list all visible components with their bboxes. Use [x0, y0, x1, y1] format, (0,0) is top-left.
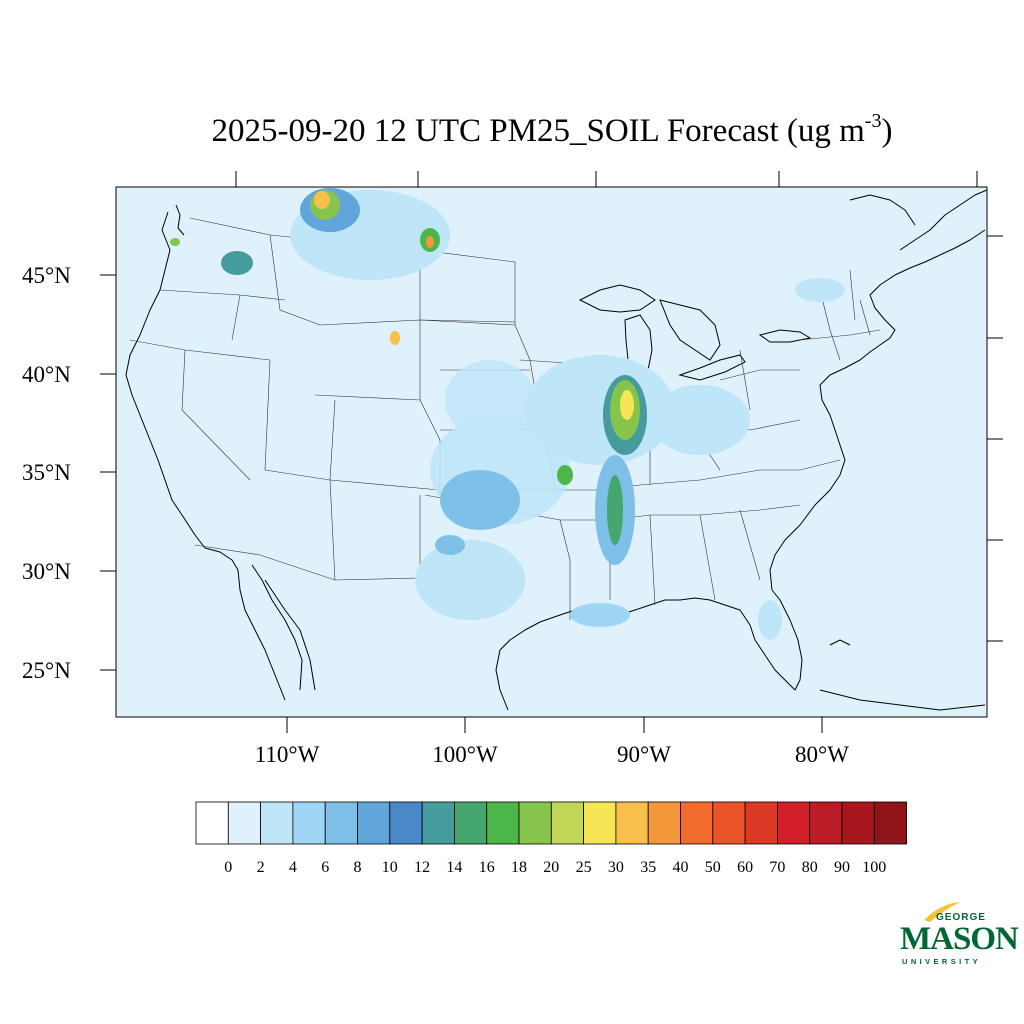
gmu-logo: GEORGE MASON UNIVERSITY	[896, 900, 1019, 970]
colorbar-label: 100	[862, 859, 886, 876]
colorbar-label: 8	[354, 859, 362, 876]
logo-swoosh-icon	[924, 902, 960, 922]
hotspot-south-texas	[435, 535, 465, 555]
right-ticks	[987, 235, 1003, 642]
map-frame	[115, 186, 988, 718]
colorbar-label: 30	[608, 859, 624, 876]
colorbar-label: 0	[224, 859, 232, 876]
hotspot-illinois-core	[620, 390, 634, 420]
colorbar-label: 50	[705, 859, 721, 876]
colorbar-box	[357, 801, 391, 845]
colorbar-box	[227, 801, 262, 845]
colorbar-box	[583, 801, 617, 845]
hotspot-gulf	[570, 603, 630, 627]
hotspot-kansas	[445, 360, 535, 440]
colorbar	[195, 801, 907, 845]
colorbar-box	[518, 801, 552, 845]
colorbar-box	[260, 801, 294, 845]
data-overlay	[170, 188, 845, 640]
lat-labels: 45°N 40°N 35°N 30°N 25°N	[22, 263, 71, 683]
lon-labels: 110°W 100°W 90°W 80°W	[255, 742, 850, 767]
bottom-ticks	[286, 717, 823, 733]
coastlines	[125, 189, 987, 711]
colorbar-box	[873, 801, 907, 845]
chart-title: 2025-09-20 12 UTC PM25_SOIL Forecast (ug…	[0, 110, 1024, 150]
colorbar-box	[324, 801, 358, 845]
lat-label-25: 25°N	[22, 658, 71, 683]
lon-label-80: 80°W	[795, 742, 849, 767]
colorbar-label: 2	[257, 859, 265, 876]
colorbar-box	[744, 801, 778, 845]
title-close: )	[881, 113, 893, 149]
hotspot-texas	[415, 540, 525, 620]
hotspot-nebraska	[390, 331, 400, 345]
colorbar-box	[809, 801, 843, 845]
colorbar-box	[292, 801, 326, 845]
colorbar-box	[550, 801, 584, 845]
left-ticks	[100, 274, 116, 671]
hotspot-florida	[758, 600, 782, 640]
colorbar-box	[486, 801, 520, 845]
colorbar-label: 80	[802, 859, 818, 876]
lat-label-40: 40°N	[22, 362, 71, 387]
lat-label-30: 30°N	[22, 559, 71, 584]
colorbar-label: 4	[289, 859, 297, 876]
lon-label-100: 100°W	[432, 742, 498, 767]
logo-university: UNIVERSITY	[902, 957, 982, 966]
title-main: 2025-09-20 12 UTC PM25_SOIL Forecast (ug…	[211, 113, 865, 149]
colorbar-label: 70	[769, 859, 785, 876]
colorbar-label: 6	[321, 859, 329, 876]
hotspot-arkansas	[557, 465, 573, 485]
colorbar-box	[195, 801, 229, 845]
hotspot-washington	[221, 251, 253, 275]
colorbar-label: 35	[640, 859, 656, 876]
colorbar-box	[421, 801, 455, 845]
hotspot-oklahoma	[440, 470, 520, 530]
lon-label-90: 90°W	[617, 742, 671, 767]
colorbar-label: 10	[382, 859, 398, 876]
logo-mason: MASON	[900, 921, 1019, 957]
top-ticks	[235, 171, 978, 187]
hotspot-northeast	[795, 278, 845, 302]
hotspot-alberta-core	[314, 191, 330, 209]
title-superscript: -3	[864, 110, 882, 132]
colorbar-box	[615, 801, 649, 845]
hotspot-ohio	[650, 385, 750, 455]
colorbar-label: 16	[479, 859, 495, 876]
hotspot-montana-east-core	[426, 236, 434, 248]
colorbar-label: 18	[511, 859, 527, 876]
lon-label-110: 110°W	[255, 742, 320, 767]
lat-label-45: 45°N	[22, 263, 71, 288]
colorbar-label: 14	[446, 859, 462, 876]
colorbar-box	[777, 801, 811, 845]
colorbar-box	[841, 801, 875, 845]
colorbar-box	[712, 801, 746, 845]
lat-label-35: 35°N	[22, 460, 71, 485]
colorbar-label: 20	[543, 859, 559, 876]
colorbar-box	[647, 801, 681, 845]
colorbar-labels: 0 2 4 6 8 10 12 14 16 18 20 25 30 35 40 50 60 70 80 90 100	[224, 859, 886, 876]
colorbar-label: 12	[414, 859, 430, 876]
colorbar-label: 25	[576, 859, 592, 876]
hotspot-oregon	[170, 238, 180, 246]
colorbar-label: 40	[673, 859, 689, 876]
colorbar-box	[453, 801, 488, 845]
hotspot-mississippi-core	[607, 475, 623, 545]
colorbar-box	[389, 801, 423, 845]
colorbar-label: 60	[737, 859, 753, 876]
colorbar-label: 90	[834, 859, 850, 876]
colorbar-box	[680, 801, 714, 845]
logo-george: GEORGE	[936, 912, 986, 923]
